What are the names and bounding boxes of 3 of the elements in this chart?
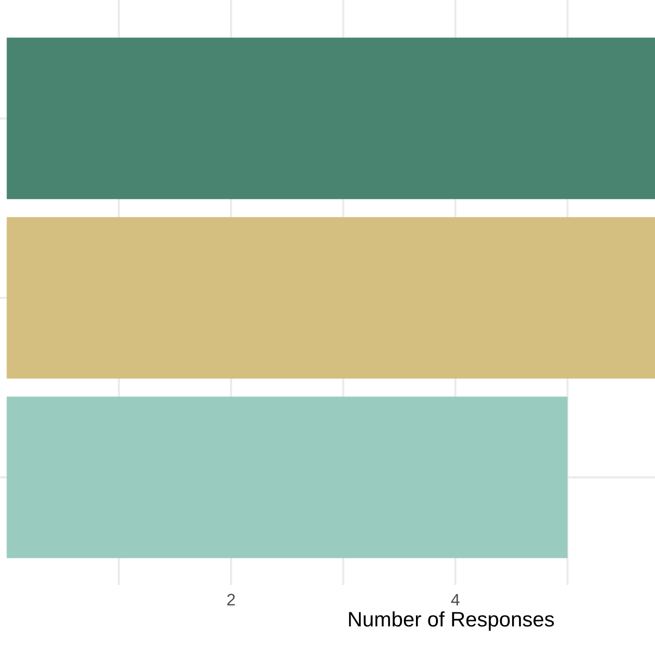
x-tick-label: 2 bbox=[227, 594, 235, 606]
x-axis-title: Number of Responses bbox=[349, 611, 554, 631]
x-tick-label: 4 bbox=[451, 594, 460, 606]
